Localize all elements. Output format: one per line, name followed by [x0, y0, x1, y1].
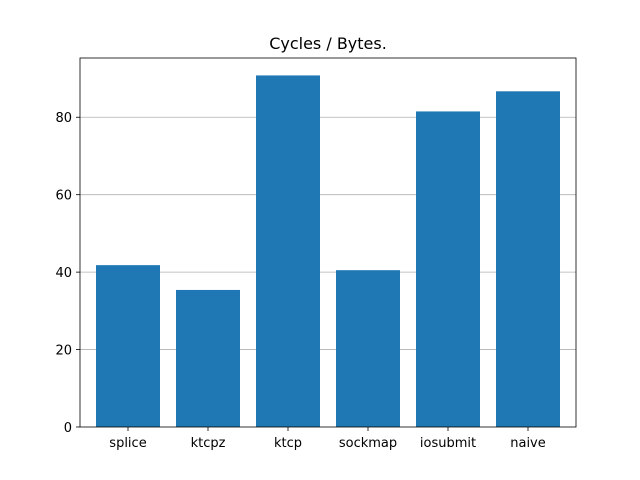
- x-tick-label-iosubmit: iosubmit: [420, 436, 476, 451]
- y-tick-label-60: 60: [55, 189, 72, 204]
- x-tick-label-naive: naive: [510, 436, 546, 451]
- bar-sockmap: [336, 270, 400, 427]
- bar-iosubmit: [416, 111, 480, 428]
- chart-title: Cycles / Bytes.: [269, 34, 387, 53]
- gridlines: [80, 116, 576, 350]
- x-tick-label-ktcp: ktcp: [274, 436, 302, 451]
- y-tick-label-0: 0: [64, 421, 72, 436]
- bar-splice: [96, 265, 160, 427]
- y-tick-label-20: 20: [55, 344, 72, 359]
- x-tick-label-splice: splice: [109, 436, 146, 451]
- x-tick-label-sockmap: sockmap: [339, 436, 397, 451]
- bar-naive: [496, 91, 560, 427]
- y-tick-label-80: 80: [55, 111, 72, 126]
- axes: [79, 57, 577, 428]
- plot-frame: [79, 57, 577, 428]
- x-axis-ticks: splice ktcpz ktcp sockmap iosubmit naive: [109, 427, 546, 451]
- y-tick-label-40: 40: [55, 266, 72, 281]
- bars: [96, 75, 560, 428]
- y-axis-ticks: 0 20 40 60 80: [55, 111, 80, 436]
- bar-ktcpz: [176, 289, 240, 427]
- bar-ktcp: [256, 75, 320, 428]
- x-tick-label-ktcpz: ktcpz: [191, 436, 226, 451]
